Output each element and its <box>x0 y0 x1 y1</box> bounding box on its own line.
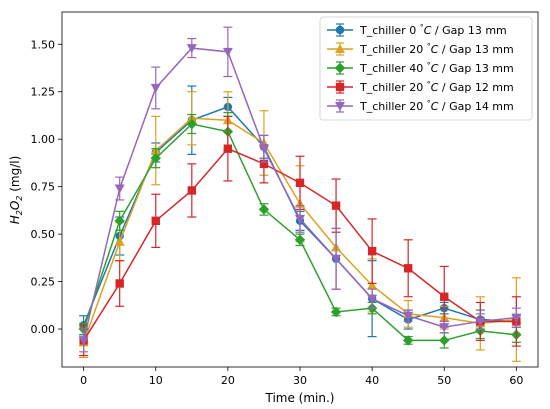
y-tick-label: 0.50 <box>31 228 56 241</box>
y-tick-label: 0.75 <box>31 181 56 194</box>
legend-label-degree: ° <box>427 42 431 51</box>
y-label-sub2: 2 <box>15 196 24 201</box>
x-tick-label: 60 <box>509 374 523 387</box>
data-point <box>367 294 378 304</box>
legend-label: T_chiller 40 °C / Gap 13 mm <box>359 61 514 75</box>
x-axis-label: Time (min.) <box>265 391 335 405</box>
data-point <box>151 216 160 226</box>
series-5 <box>78 26 522 353</box>
legend-label-suffix: / Gap 13 mm <box>438 62 513 75</box>
data-point <box>295 178 305 188</box>
data-point <box>78 336 89 346</box>
legend-entry-3: T_chiller 40 °C / Gap 13 mm <box>327 61 514 75</box>
legend-marker <box>335 102 345 111</box>
y-label-h: H <box>8 215 22 224</box>
legend-label-suffix: / Gap 13 mm <box>431 24 506 37</box>
legend-label-unit: C <box>431 81 439 94</box>
legend-box <box>319 16 533 121</box>
data-point <box>223 144 233 153</box>
data-point <box>295 214 305 224</box>
legend-label: T_chiller 20 °C / Gap 13 mm <box>359 42 514 56</box>
x-tick-label: 40 <box>365 374 379 387</box>
legend-label-degree: ° <box>427 99 431 108</box>
y-label-unit: (mg/l) <box>8 156 22 196</box>
x-tick-label: 10 <box>149 374 163 387</box>
data-point <box>330 306 342 318</box>
legend-label-suffix: / Gap 12 mm <box>438 81 513 94</box>
data-point <box>475 317 486 327</box>
data-point <box>115 279 124 288</box>
legend-label-prefix: T_chiller 0 <box>359 24 420 37</box>
y-tick-label: 1.50 <box>31 38 56 51</box>
legend-label-degree: ° <box>427 80 431 89</box>
data-point <box>114 215 125 227</box>
data-point <box>367 246 377 256</box>
x-tick-label: 30 <box>293 374 307 387</box>
data-point <box>258 144 269 154</box>
legend-label: T_chiller 20 °C / Gap 12 mm <box>359 80 514 94</box>
legend-label-unit: C <box>431 100 439 113</box>
legend-label-prefix: T_chiller 20 <box>359 43 427 56</box>
data-point <box>186 118 198 130</box>
data-point <box>150 83 161 93</box>
y-axis-label: H2O2 (mg/l) <box>8 156 24 225</box>
data-point <box>114 184 125 194</box>
y-tick-label: 0.25 <box>31 276 56 289</box>
series-layer <box>78 26 522 362</box>
legend-label: T_chiller 0 °C / Gap 13 mm <box>359 23 507 37</box>
data-point <box>186 44 197 54</box>
legend-entry-1: T_chiller 0 °C / Gap 13 mm <box>327 23 507 37</box>
x-tick-label: 50 <box>437 374 451 387</box>
legend-marker <box>335 82 345 92</box>
data-point <box>367 280 378 290</box>
y-tick-label: 0.00 <box>31 323 56 336</box>
data-point <box>222 47 233 57</box>
legend-label-prefix: T_chiller 40 <box>359 62 427 75</box>
y-axis: 0.00 0.25 0.50 0.75 1.00 1.25 1.50 <box>31 38 62 336</box>
y-label-o: O <box>8 201 22 210</box>
y-tick-label: 1.25 <box>31 86 56 99</box>
data-point <box>259 159 269 169</box>
legend-label-prefix: T_chiller 20 <box>359 100 427 113</box>
legend-label-unit: C <box>431 43 439 56</box>
data-point <box>331 254 342 264</box>
data-point <box>439 323 450 333</box>
data-point <box>294 234 306 246</box>
legend-label-degree: ° <box>420 23 424 32</box>
legend-label: T_chiller 20 °C / Gap 14 mm <box>359 99 514 113</box>
legend-label-unit: C <box>431 62 439 75</box>
data-point <box>402 335 414 346</box>
legend: T_chiller 0 °C / Gap 13 mmT_chiller 20 °… <box>319 16 533 121</box>
legend-label-unit: C <box>424 24 432 37</box>
x-tick-label: 0 <box>80 374 87 387</box>
data-point <box>403 264 413 273</box>
x-tick-label: 20 <box>221 374 235 387</box>
data-point <box>150 152 161 164</box>
legend-marker <box>335 25 345 35</box>
data-point <box>331 201 341 210</box>
legend-entry-5: T_chiller 20 °C / Gap 14 mm <box>327 99 514 113</box>
data-point <box>440 292 449 301</box>
data-point <box>114 236 125 246</box>
legend-marker <box>334 62 346 74</box>
legend-marker <box>335 44 345 53</box>
y-label-sub1: 2 <box>15 210 24 215</box>
x-axis: 0 10 20 30 40 50 60 <box>80 367 523 387</box>
data-point <box>403 311 414 321</box>
legend-label-prefix: T_chiller 20 <box>359 81 427 94</box>
legend-entry-4: T_chiller 20 °C / Gap 12 mm <box>327 80 514 94</box>
legend-entry-2: T_chiller 20 °C / Gap 13 mm <box>327 42 514 56</box>
data-point <box>258 204 270 215</box>
data-point <box>187 186 197 195</box>
legend-label-suffix: / Gap 14 mm <box>438 100 513 113</box>
legend-label-degree: ° <box>427 61 431 70</box>
data-point <box>439 335 450 346</box>
data-point <box>511 313 522 323</box>
y-tick-label: 1.00 <box>31 133 56 146</box>
legend-label-suffix: / Gap 13 mm <box>438 43 513 56</box>
